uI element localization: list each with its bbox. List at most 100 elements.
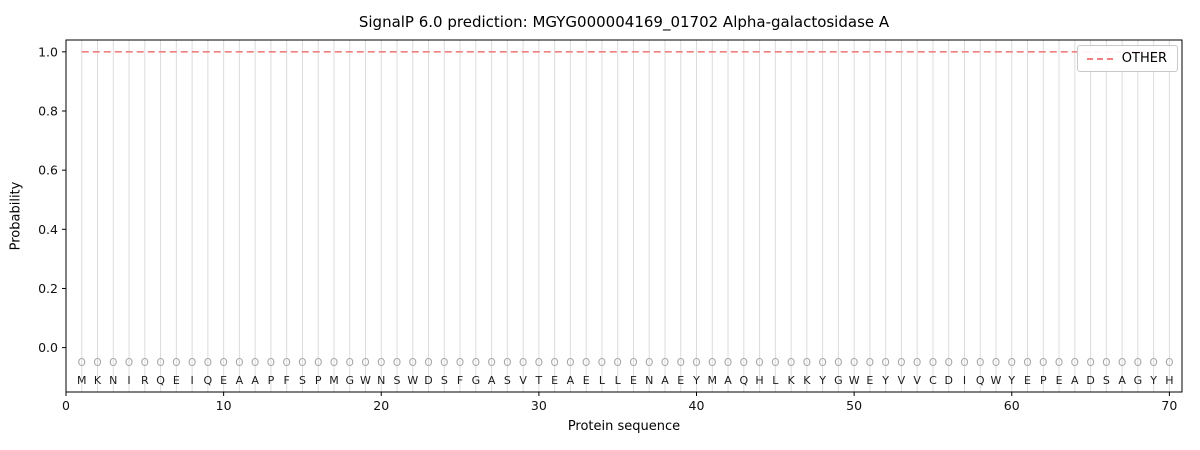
sequence-letter: S [299, 374, 306, 387]
sequence-letter: P [268, 374, 275, 387]
sequence-letter: H [755, 374, 763, 387]
position-mark: O [992, 357, 1000, 369]
sequence-letter: A [488, 374, 496, 387]
sequence-letter: I [190, 374, 193, 387]
position-mark: O [787, 357, 795, 369]
sequence-letter: E [630, 374, 637, 387]
sequence-letter: V [913, 374, 921, 387]
x-tick-label: 70 [1161, 398, 1177, 413]
sequence-letter: Y [1007, 374, 1015, 387]
sequence-letter: W [991, 374, 1002, 387]
sequence-letter: E [866, 374, 873, 387]
position-mark: O [141, 357, 149, 369]
sequence-letter: V [519, 374, 527, 387]
position-mark: O [424, 357, 432, 369]
sequence-letter: M [708, 374, 718, 387]
position-mark: O [535, 357, 543, 369]
position-mark: O [913, 357, 921, 369]
sequence-letter: P [1040, 374, 1047, 387]
position-mark: O [519, 357, 527, 369]
x-tick-label: 50 [846, 398, 862, 413]
position-mark: O [582, 357, 590, 369]
sequence-letter: L [615, 374, 622, 387]
position-mark: O [503, 357, 511, 369]
sequence-letter: S [504, 374, 511, 387]
position-mark: O [330, 357, 338, 369]
position-mark: O [771, 357, 779, 369]
x-tick-label: 30 [531, 398, 547, 413]
position-mark: O [1008, 357, 1016, 369]
sequence-letter: G [1134, 374, 1143, 387]
sequence-letter: G [834, 374, 843, 387]
sequence-letter: A [236, 374, 244, 387]
sequence-letter: H [1165, 374, 1173, 387]
sequence-letter: Y [1149, 374, 1157, 387]
position-mark: O [1023, 357, 1031, 369]
position-mark: O [1134, 357, 1142, 369]
position-mark: O [487, 357, 495, 369]
position-mark: O [566, 357, 574, 369]
sequence-letter: Y [881, 374, 889, 387]
position-mark: O [1086, 357, 1094, 369]
position-mark: O [929, 357, 937, 369]
position-mark: O [346, 357, 354, 369]
sequence-letter: N [109, 374, 117, 387]
axes-border [65, 39, 1183, 393]
position-mark: O [850, 357, 858, 369]
sequence-letter: E [220, 374, 227, 387]
sequence-letter: Q [976, 374, 985, 387]
sequence-letter: K [803, 374, 811, 387]
position-mark: O [598, 357, 606, 369]
sequence-letter: P [315, 374, 322, 387]
sequence-letter: E [677, 374, 684, 387]
position-mark: O [440, 357, 448, 369]
sequence-letter: S [394, 374, 401, 387]
position-mark: O [1165, 357, 1173, 369]
position-mark: O [945, 357, 953, 369]
sequence-letter: E [583, 374, 590, 387]
sequence-letter: Q [739, 374, 748, 387]
sequence-letter: E [1056, 374, 1063, 387]
position-mark: O [818, 357, 826, 369]
sequence-letter: L [772, 374, 779, 387]
y-axis-label: Probability [8, 181, 24, 251]
position-mark: O [803, 357, 811, 369]
position-mark: O [267, 357, 275, 369]
position-mark: O [156, 357, 164, 369]
chart-title: SignalP 6.0 prediction: MGYG000004169_01… [358, 13, 890, 31]
y-tick-label: 0.2 [38, 281, 58, 296]
legend-dashed-line-sample [1086, 57, 1113, 60]
position-mark: O [614, 357, 622, 369]
sequence-letter: D [424, 374, 432, 387]
legend-label-other: OTHER [1121, 51, 1167, 66]
position-mark: O [251, 357, 259, 369]
sequence-letter: S [441, 374, 448, 387]
position-mark: O [472, 357, 480, 369]
position-mark: O [692, 357, 700, 369]
sequence-letter: T [535, 374, 543, 387]
position-mark: O [235, 357, 243, 369]
sequence-letter: C [929, 374, 937, 387]
sequence-letter: M [329, 374, 339, 387]
position-mark: O [976, 357, 984, 369]
sequence-letter: N [377, 374, 385, 387]
sequence-letter: Q [156, 374, 165, 387]
position-mark: O [882, 357, 890, 369]
sequence-letter: V [898, 374, 906, 387]
position-mark: O [960, 357, 968, 369]
position-mark: O [1102, 357, 1110, 369]
sequence-letter: I [963, 374, 966, 387]
position-mark: O [708, 357, 716, 369]
position-mark: O [78, 357, 86, 369]
position-mark: O [1039, 357, 1047, 369]
position-mark: O [456, 357, 464, 369]
x-tick-label: 10 [216, 398, 232, 413]
y-tick-label: 0.8 [38, 103, 58, 118]
sequence-letter: A [724, 374, 732, 387]
position-mark: O [866, 357, 874, 369]
sequence-letter: K [787, 374, 795, 387]
position-mark: O [1071, 357, 1079, 369]
y-tick-label: 1.0 [38, 44, 58, 59]
